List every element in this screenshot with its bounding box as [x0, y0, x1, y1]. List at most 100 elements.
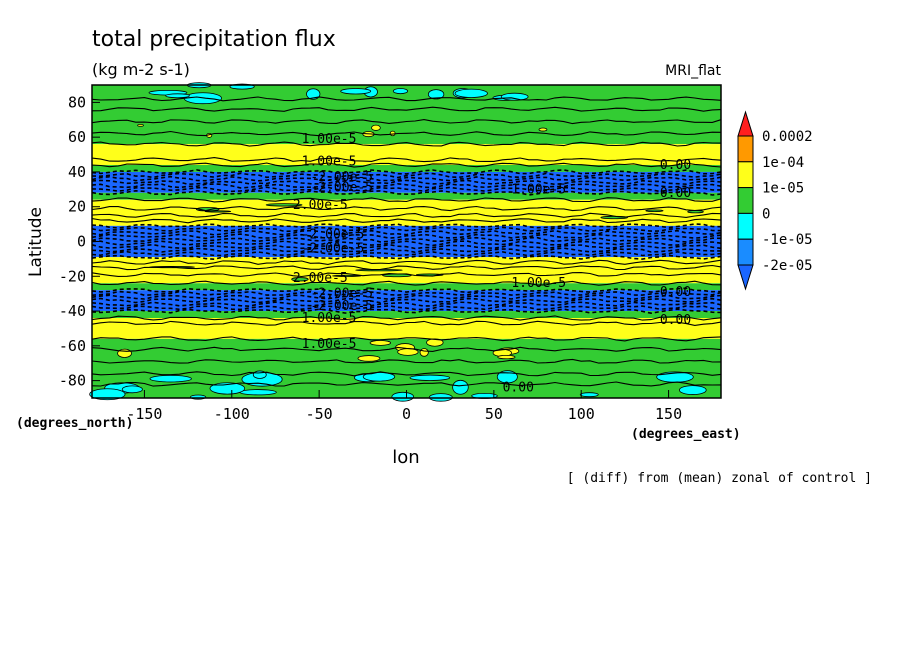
- x-tick-label-0: -150: [126, 405, 162, 423]
- y-tick-label-7: 60: [68, 128, 86, 146]
- contour-line-7: [91, 169, 722, 175]
- contour-line-31: [91, 280, 722, 286]
- chart-title: total precipitation flux: [92, 27, 336, 52]
- y-tick-label-6: 40: [68, 163, 86, 181]
- contour-line-24: [91, 243, 722, 250]
- colorbar-label-3: 0: [762, 206, 770, 222]
- x-tick-label-4: 50: [485, 405, 503, 423]
- noise-patches: [89, 82, 707, 402]
- plot-area: 1.00e-51.00e-5-2.00e-5-2.00e-52.00e-51.0…: [89, 82, 722, 402]
- antarctic-patch-7: [209, 382, 246, 395]
- north-yellow-speck-1: [371, 124, 381, 131]
- y-tick-label-1: -60: [59, 337, 86, 355]
- y-tick-label-0: -80: [59, 372, 86, 390]
- contour-line-18: [91, 223, 722, 229]
- zonal-band-9: [92, 283, 721, 291]
- colorbar-label-4: -1e-05: [762, 232, 813, 248]
- contour-line-40: [91, 320, 722, 326]
- north-yellow-speck-2: [538, 127, 548, 132]
- antarctic-patch-11: [149, 374, 192, 383]
- x-units-label: (degrees_east): [631, 427, 741, 442]
- contour-label-17: 1.00e-5: [302, 337, 357, 352]
- antarctic-patch-16: [391, 391, 415, 402]
- contour-line-45: [91, 381, 722, 387]
- contour-line-27: [91, 254, 722, 261]
- x-axis-ticks: -150 -100 -50 0 50 100 150: [126, 390, 682, 423]
- x-tick-label-3: 0: [402, 405, 411, 423]
- south-yellow-speck-0: [419, 348, 429, 357]
- contour-lines: [91, 96, 722, 387]
- contour-label-1: 1.00e-5: [302, 155, 357, 170]
- colorbar-legend: 0.0002 1e-04 1e-05 0 -1e-05 -2e-05: [737, 110, 813, 291]
- tropic-green-streak-s-1: [291, 277, 309, 282]
- contour-line-30: [91, 272, 722, 278]
- antarctic-patch-9: [452, 379, 469, 395]
- arctic-patch-13: [165, 93, 190, 99]
- contour-line-5: [91, 157, 722, 163]
- contour-line-20: [91, 229, 722, 236]
- contour-label-0: 1.00e-5: [302, 132, 357, 147]
- zonal-band-3: [92, 164, 721, 172]
- y-tick-label-2: -40: [59, 302, 86, 320]
- contour-line-17: [91, 218, 722, 224]
- zonal-band-2: [92, 144, 721, 165]
- contour-line-42: [91, 346, 722, 352]
- contour-labels: 1.00e-51.00e-5-2.00e-5-2.00e-52.00e-51.0…: [293, 132, 691, 396]
- antarctic-patch-17: [121, 385, 143, 394]
- contour-line-43: [91, 358, 722, 364]
- contour-line-22: [91, 236, 722, 243]
- contour-label-2: -2.00e-5: [310, 170, 373, 185]
- contour-label-8: -2.00e-5: [302, 228, 365, 243]
- tropic-green-streak-5: [645, 209, 664, 212]
- contour-label-16: 0.00: [660, 313, 691, 328]
- colorbar-segment-5: [737, 238, 754, 266]
- contour-line-23: [91, 240, 722, 247]
- contour-line-25: [91, 247, 721, 254]
- y-tick-label-4: 0: [77, 233, 86, 251]
- colorbar-label-5: -2e-05: [762, 258, 813, 274]
- colorbar-bottom-arrow: [737, 264, 754, 291]
- contour-line-28: [91, 259, 722, 265]
- y-axis-ticks: -80 -60 -40 -20 0 20 40 60 80: [59, 93, 100, 390]
- x-tick-label-6: 150: [655, 405, 682, 423]
- contour-label-3: -2.00e-5: [310, 181, 373, 196]
- contour-line-6: [91, 162, 722, 168]
- zonal-band-11: [92, 311, 721, 319]
- contour-label-11: 1.00e-5: [511, 276, 566, 291]
- contour-label-18: 0.00: [503, 381, 534, 396]
- colorbar-top-arrow: [737, 110, 754, 137]
- contour-line-39: [91, 315, 722, 321]
- contour-line-9: [91, 175, 722, 182]
- contour-line-12: [91, 186, 721, 193]
- tropic-green-streak-3: [265, 203, 303, 207]
- model-label: MRI_flat: [665, 63, 721, 79]
- contour-label-5: 1.00e-5: [511, 182, 566, 197]
- colorbar-label-2: 1e-05: [762, 181, 804, 197]
- colorbar-segment-4: [737, 212, 754, 240]
- contour-line-1: [91, 106, 722, 112]
- colorbar-label-0: 0.0002: [762, 129, 813, 145]
- contour-label-9: -2.00e-5: [302, 241, 365, 256]
- south-yellow-speck-7: [397, 348, 419, 356]
- colorbar-segment-1: [737, 135, 754, 163]
- arctic-patch-7: [340, 88, 372, 95]
- contour-line-35: [91, 297, 722, 304]
- y-tick-label-5: 20: [68, 198, 86, 216]
- contour-line-21: [91, 233, 722, 240]
- contour-label-6: 0.00: [660, 158, 691, 173]
- zonal-band-4: [92, 171, 721, 193]
- south-yellow-speck-9: [497, 354, 516, 360]
- contour-label-10: 2.00e-5: [293, 271, 348, 286]
- colorbar-label-1: 1e-04: [762, 155, 804, 171]
- arctic-patch-0: [392, 88, 409, 95]
- contour-line-44: [91, 371, 722, 377]
- contour-label-4: 2.00e-5: [293, 198, 348, 213]
- north-yellow-speck-3: [137, 123, 144, 127]
- contour-label-14: 1.00e-5: [302, 311, 357, 326]
- y-units-label: (degrees_north): [16, 416, 133, 431]
- contour-label-7: 0.00: [660, 186, 691, 201]
- contour-line-3: [91, 130, 722, 137]
- zonal-band-6: [92, 199, 721, 226]
- x-tick-label-2: -50: [306, 405, 333, 423]
- contour-line-33: [91, 290, 722, 297]
